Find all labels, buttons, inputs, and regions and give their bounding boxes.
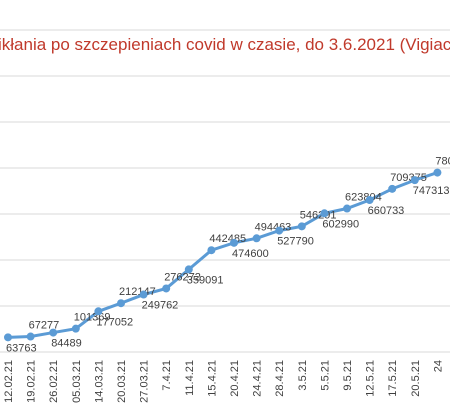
data-label: 474600 [232, 248, 269, 260]
point [433, 168, 442, 177]
x-tick-label: 20.03.21 [116, 360, 128, 403]
data-label: 67277 [29, 320, 60, 332]
data-label: 494463 [255, 221, 292, 233]
data-label: 101369 [74, 312, 111, 324]
point [410, 176, 419, 185]
data-label: 63763 [6, 342, 37, 354]
point [49, 328, 58, 337]
x-tick-label: 12.02.21 [3, 360, 15, 403]
point [71, 324, 80, 333]
point [4, 333, 12, 342]
data-label: 359091 [187, 274, 224, 286]
point [343, 204, 351, 213]
x-tick-label: 20.5.21 [410, 360, 422, 397]
point [320, 209, 329, 218]
point [230, 238, 238, 247]
x-tick-label: 5.5.21 [319, 360, 331, 391]
x-tick-label: 12.5.21 [365, 360, 377, 397]
x-tick-label: 05.03.21 [71, 360, 83, 403]
point [184, 265, 193, 274]
data-label: 527790 [277, 236, 314, 248]
point [94, 307, 103, 316]
point [207, 246, 216, 255]
x-tick-label: 24 [432, 360, 444, 372]
point [162, 284, 171, 293]
data-label: 747313 [413, 185, 450, 197]
x-tick-label: 14.03.21 [93, 360, 105, 403]
point [297, 222, 306, 231]
x-tick-label: 24.4.21 [252, 360, 264, 397]
x-tick-label: 3.5.21 [297, 360, 309, 391]
x-tick-label: 11.4.21 [184, 360, 196, 396]
point [388, 184, 397, 193]
data-label: 660733 [368, 205, 405, 217]
data-label: 212147 [119, 286, 156, 298]
data-label: 177052 [96, 316, 133, 328]
chart-title: ikłania po szczepieniach covid w czasie,… [0, 35, 450, 54]
x-tick-label: 9.5.21 [342, 360, 354, 391]
point [26, 332, 35, 341]
point [139, 290, 148, 299]
x-tick-label: 26.02.21 [48, 360, 60, 403]
data-label: 276272 [164, 271, 201, 283]
point [365, 196, 374, 205]
point [252, 234, 261, 243]
x-tick-label: 7.4.21 [161, 360, 173, 391]
x-tick-label: 27.03.21 [139, 360, 151, 403]
point [117, 299, 125, 308]
x-tick-label: 20.4.21 [229, 360, 241, 397]
x-tick-label: 19.02.21 [26, 360, 38, 403]
series-line [7, 171, 438, 339]
data-label: 442485 [209, 233, 246, 245]
data-label: 780 [435, 156, 450, 168]
data-label: 709375 [390, 172, 427, 184]
data-label: 623804 [345, 192, 382, 204]
x-tick-label: 17.5.21 [387, 360, 399, 397]
x-tick-label: 15.4.21 [206, 360, 218, 397]
data-label: 84489 [51, 338, 82, 350]
data-label: 249762 [142, 300, 179, 312]
x-tick-label: 28.4.21 [274, 360, 286, 397]
point [275, 226, 284, 235]
data-label: 602990 [322, 218, 359, 230]
